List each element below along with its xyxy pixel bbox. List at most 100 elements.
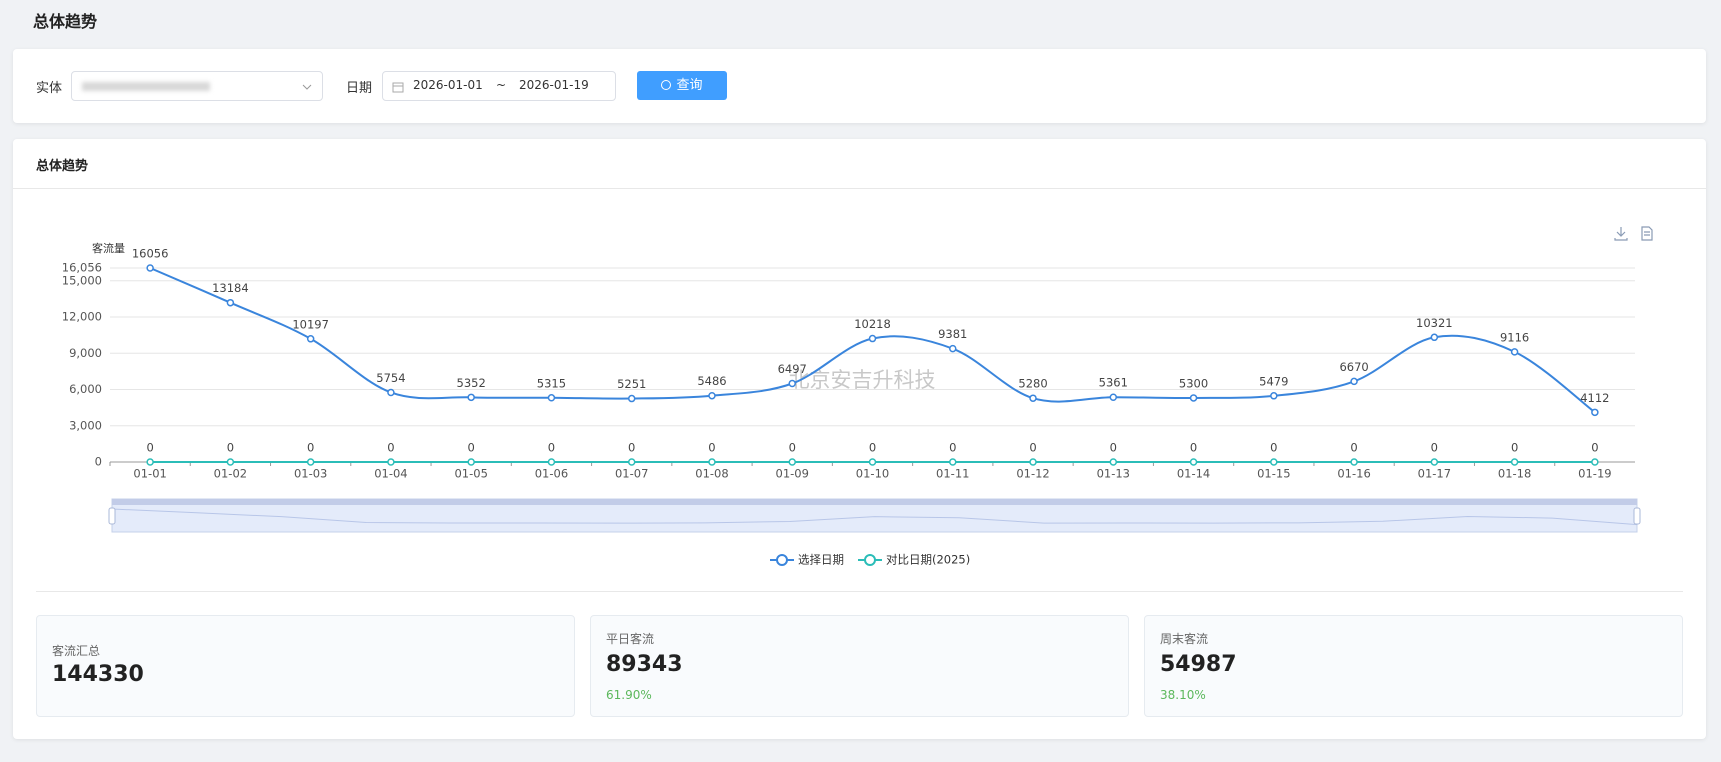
data-label: 10218 xyxy=(854,317,891,331)
stat-share: 61.90% xyxy=(606,688,652,702)
stat-card: 周末客流 54987 38.10% xyxy=(1144,615,1683,717)
data-point xyxy=(226,298,235,307)
data-label: 10197 xyxy=(292,317,329,331)
data-point xyxy=(1350,377,1358,386)
data-label: 5315 xyxy=(537,376,566,390)
data-label: 0 xyxy=(1029,441,1036,455)
data-label: 5280 xyxy=(1018,377,1047,391)
data-point xyxy=(949,344,957,353)
data-label: 0 xyxy=(949,441,956,455)
data-point xyxy=(1591,408,1599,417)
data-point xyxy=(306,335,315,343)
stat-card: 客流汇总 144330 xyxy=(36,615,575,717)
data-point xyxy=(226,458,235,466)
data-point xyxy=(1189,394,1198,402)
data-point xyxy=(146,458,154,466)
download-icon[interactable] xyxy=(1614,227,1628,241)
legend-label[interactable]: 对比日期(2025) xyxy=(886,553,970,567)
data-point xyxy=(1430,458,1439,466)
x-tick-label: 01-17 xyxy=(1418,467,1451,481)
x-tick-label: 01-07 xyxy=(615,467,648,481)
data-point xyxy=(708,458,716,466)
data-label: 0 xyxy=(387,441,394,455)
data-label: 9116 xyxy=(1500,330,1529,344)
data-label: 4112 xyxy=(1580,391,1609,405)
query-button[interactable]: 查询 xyxy=(637,71,727,100)
data-label: 0 xyxy=(869,441,876,455)
data-point xyxy=(1591,458,1599,466)
legend-label[interactable]: 选择日期 xyxy=(798,553,844,567)
data-label: 0 xyxy=(307,441,314,455)
data-point xyxy=(788,458,796,466)
stat-value: 54987 xyxy=(1160,652,1237,677)
watermark: 北京安吉升科技 xyxy=(789,368,936,392)
data-point xyxy=(1510,458,1519,466)
data-label: 0 xyxy=(708,441,715,455)
data-label: 6497 xyxy=(778,362,807,376)
data-point xyxy=(868,334,877,343)
data-label: 0 xyxy=(628,441,635,455)
data-label: 5754 xyxy=(376,371,405,385)
data-point xyxy=(1029,394,1037,402)
data-point xyxy=(1109,393,1118,401)
data-label: 6670 xyxy=(1339,360,1368,374)
x-tick-label: 01-12 xyxy=(1016,467,1049,481)
data-label: 5486 xyxy=(697,374,726,388)
data-point xyxy=(547,458,556,466)
x-tick-label: 01-05 xyxy=(454,467,487,481)
zoom-handle[interactable] xyxy=(108,507,116,525)
date-label: 日期 xyxy=(346,81,373,96)
y-axis-title: 客流量 xyxy=(92,241,125,255)
divider xyxy=(36,591,1683,592)
date-range[interactable]: 2026-01-01 ~ 2026-01-19 xyxy=(382,71,616,101)
data-label: 0 xyxy=(1431,441,1438,455)
x-tick-label: 01-04 xyxy=(374,467,407,481)
data-point xyxy=(788,379,796,388)
y-tick-label: 12,000 xyxy=(62,310,102,324)
data-point xyxy=(627,458,636,466)
data-label: 0 xyxy=(1270,441,1277,455)
data-label: 5479 xyxy=(1259,374,1288,388)
data-view-icon[interactable] xyxy=(1641,226,1653,241)
data-label: 9381 xyxy=(938,327,967,341)
entity-label: 实体 xyxy=(36,81,63,96)
divider xyxy=(13,188,1706,189)
data-label: 5352 xyxy=(457,376,486,390)
y-tick-label: 16,056 xyxy=(62,261,102,275)
y-tick-label: 6,000 xyxy=(69,382,102,396)
calendar-icon xyxy=(392,82,404,93)
y-tick-label: 15,000 xyxy=(62,273,102,287)
data-point xyxy=(387,458,395,466)
stat-value: 144330 xyxy=(52,662,144,687)
data-point xyxy=(387,388,395,397)
page-title: 总体趋势 xyxy=(33,12,98,31)
y-tick-label: 9,000 xyxy=(69,346,102,360)
query-button-text: 查询 xyxy=(676,78,703,93)
start-date: 2026-01-01 xyxy=(413,78,483,92)
zoom-handle[interactable] xyxy=(1633,507,1641,525)
data-label: 0 xyxy=(1511,441,1518,455)
x-tick-label: 01-10 xyxy=(856,467,889,481)
panel-title: 总体趋势 xyxy=(36,159,89,174)
data-point xyxy=(1270,392,1278,400)
dropdown-arrow xyxy=(302,84,312,90)
data-label: 0 xyxy=(146,441,153,455)
data-label: 0 xyxy=(1190,441,1197,455)
zoom-preview-line xyxy=(111,508,1638,526)
entity-select[interactable] xyxy=(71,71,323,101)
data-point xyxy=(467,458,475,466)
x-tick-label: 01-09 xyxy=(776,467,809,481)
data-label: 16056 xyxy=(132,247,169,261)
legend-marker xyxy=(776,554,788,566)
data-label: 0 xyxy=(1350,441,1357,455)
filter-card: 实体 日期 2026-01-01 ~ 2026-01-19 查询 xyxy=(13,49,1706,123)
x-tick-label: 01-01 xyxy=(133,467,166,481)
data-point xyxy=(547,394,556,402)
y-tick-label: 3,000 xyxy=(69,418,102,432)
data-point xyxy=(1430,333,1439,342)
data-label: 0 xyxy=(548,441,555,455)
x-tick-label: 01-19 xyxy=(1578,467,1611,481)
data-label: 0 xyxy=(468,441,475,455)
x-tick-label: 01-18 xyxy=(1498,467,1531,481)
data-point xyxy=(1029,458,1037,466)
